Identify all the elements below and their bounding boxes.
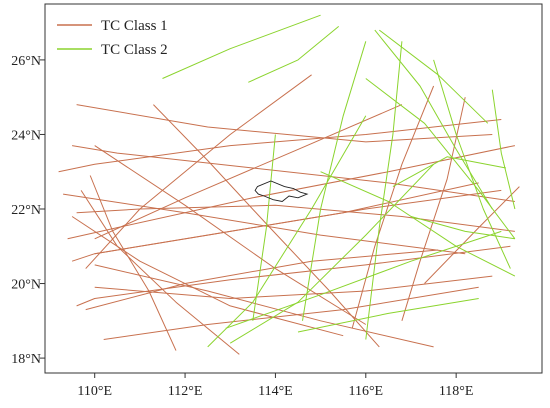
track-line-series-1-23: [76, 204, 515, 232]
track-line-series-1-18: [351, 85, 435, 329]
x-tick-label-5: 118°E: [439, 384, 474, 399]
x-tick-label-2: 112°E: [168, 384, 203, 399]
plot-area: [44, 3, 543, 374]
track-line-series-1-15: [94, 104, 403, 240]
legend: TC Class 1 TC Class 2: [57, 18, 168, 58]
track-line-series-2-3: [374, 29, 493, 210]
x-tick-label-3: 114°E: [258, 384, 293, 399]
track-line-series-1-12: [89, 175, 177, 351]
track-line-series-2-6: [433, 59, 511, 269]
track-line-series-2-1: [162, 14, 321, 79]
track-line-series-2-16: [410, 216, 515, 240]
tracks-layer: [58, 14, 520, 355]
y-tick-label-3: 22°N: [11, 203, 41, 218]
y-tick-label-2: 20°N: [11, 278, 41, 293]
track-line-series-1-4: [103, 286, 479, 340]
region-outline: [254, 180, 309, 202]
track-line-series-2-5: [365, 41, 403, 340]
legend-label-2: TC Class 2: [101, 42, 168, 58]
x-tick-label-1: 110°E: [77, 384, 112, 399]
y-tick-label-4: 24°N: [11, 128, 41, 143]
track-line-series-1-17: [94, 145, 367, 325]
track-line-series-1-21: [76, 104, 493, 143]
track-line-series-1-7: [58, 119, 502, 173]
track-line-series-2-4: [302, 41, 367, 321]
y-tick-label-1: 18°N: [11, 352, 41, 367]
track-line-series-2-9: [207, 115, 367, 348]
track-line-series-2-2: [248, 26, 340, 83]
track-line-series-2-10: [229, 163, 434, 344]
x-tick-label-4: 116°E: [348, 384, 383, 399]
track-line-series-1-14: [94, 182, 479, 255]
track-line-series-1-13: [85, 74, 312, 269]
track-line-series-1-11: [80, 190, 240, 355]
track-line-series-2-12: [297, 298, 479, 333]
track-line-series-2-13: [365, 78, 516, 240]
track-line-series-2-8: [252, 134, 276, 321]
track-line-series-2-17: [392, 156, 506, 188]
axes-layer: 110°E 112°E 114°E 116°E 118°E 18°N 20°N 22°N 24°…: [11, 54, 473, 399]
track-line-series-1-20: [424, 186, 520, 284]
track-line-series-2-7: [491, 89, 516, 210]
track-line-series-1-1: [67, 145, 516, 240]
region-outline-layer: [254, 180, 309, 202]
track-line-series-2-15: [320, 171, 516, 277]
track-line-series-1-3: [76, 245, 511, 307]
track-line-series-1-9: [94, 264, 434, 348]
track-line-series-1-22: [85, 249, 439, 311]
track-line-series-1-10: [94, 275, 493, 299]
track-line-series-2-14: [378, 29, 489, 124]
track-line-series-1-19: [401, 97, 466, 321]
y-tick-label-5: 26°N: [11, 54, 41, 69]
legend-label-1: TC Class 1: [101, 18, 168, 34]
track-line-series-1-5: [63, 193, 466, 255]
